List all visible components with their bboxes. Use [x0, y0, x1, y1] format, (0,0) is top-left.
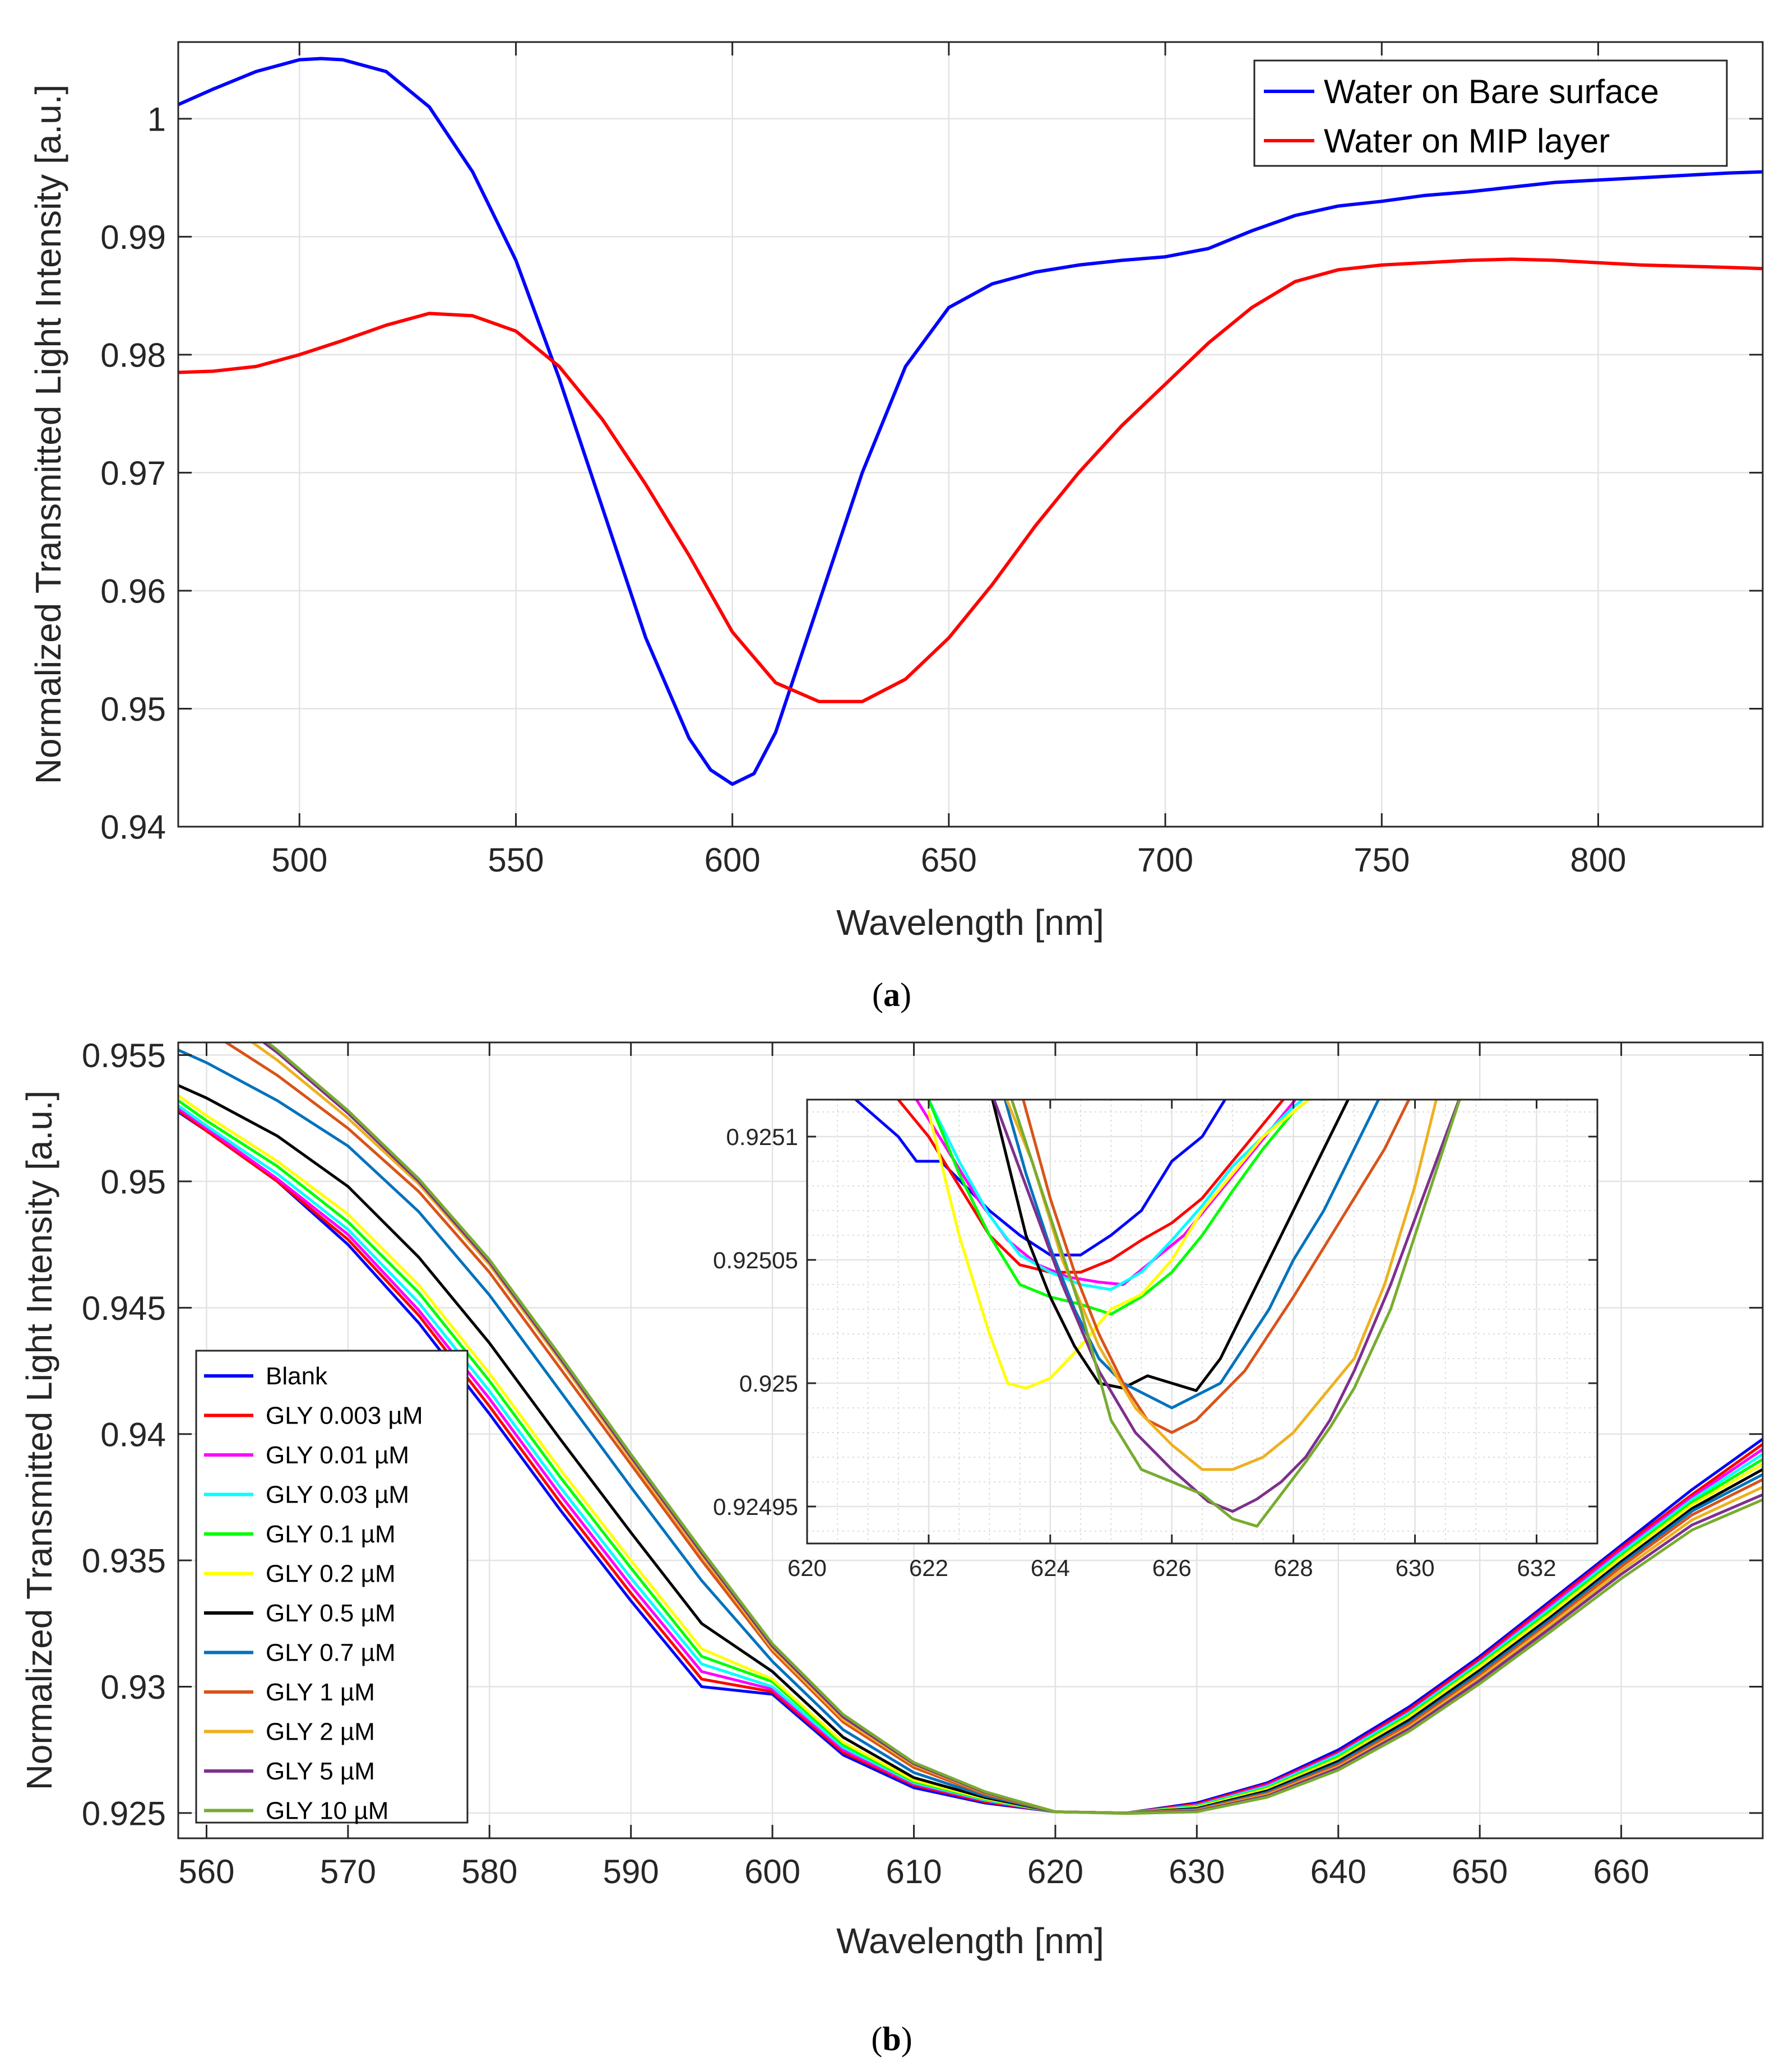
chart-b-lines — [178, 1042, 1763, 1815]
inset-ytick-label: 0.92495 — [713, 1494, 798, 1520]
chart-b-ticks: 560 570 580 590 600 610 620 630 640 650 660 0.925 0.… — [82, 1037, 1763, 1890]
chart-b-legend: Blank GLY 0.003 µM GLY 0.01 µM GLY 0.03 µM G… — [195, 1350, 469, 1825]
inset-ticks: 620 622 624 626 628 630 632 0.92495 0.925 0.92505… — [713, 1100, 1597, 1581]
chart-a-xtick-label: 650 — [921, 841, 977, 879]
caption-b: (b) — [871, 2020, 912, 2057]
chart-a-xtick-label: 700 — [1137, 841, 1193, 879]
caption-a: (a) — [872, 976, 911, 1013]
chart-b-series-gly-0-2-m — [178, 1094, 1763, 1815]
chart-b-ytick-label: 0.935 — [82, 1542, 166, 1580]
chart-a-ytick-label: 0.94 — [100, 809, 166, 846]
chart-b-xtick-label: 620 — [1027, 1853, 1083, 1890]
chart-a-ytick-label: 0.98 — [100, 336, 166, 374]
chart-a-lines — [178, 57, 1763, 786]
chart-a-xtick-label: 550 — [488, 841, 544, 879]
chart-a-ytick-label: 0.95 — [100, 690, 166, 728]
chart-b-legend-label: GLY 0.1 µM — [266, 1521, 396, 1548]
chart-a: 500 550 600 650 700 750 800 0.94 0.95 0.96 0.97 0.9… — [28, 41, 1764, 943]
chart-b-ytick-label: 0.93 — [100, 1668, 166, 1706]
inset-xtick-label: 626 — [1152, 1555, 1192, 1581]
chart-b-ytick-label: 0.955 — [82, 1037, 166, 1074]
chart-b-series-gly-0-7-m — [178, 1049, 1763, 1815]
chart-b-ytick-label: 0.945 — [82, 1290, 166, 1327]
inset-series-gly-5-m — [992, 1100, 1461, 1513]
chart-a-frame — [177, 41, 1764, 828]
chart-a-ylabel: Normalized Transmitted Light Intensity [… — [28, 85, 68, 785]
chart-b: 560 570 580 590 600 610 620 630 640 650 660 0.925 0.… — [19, 1037, 1764, 1961]
chart-b-legend-label: GLY 0.01 µM — [266, 1441, 409, 1469]
chart-a-xtick-label: 500 — [271, 841, 327, 879]
chart-b-xtick-label: 610 — [886, 1853, 942, 1890]
inset-ytick-label: 0.92505 — [713, 1247, 798, 1273]
chart-b-legend-label: GLY 0.03 µM — [266, 1481, 409, 1509]
chart-a-ytick-label: 1 — [147, 100, 166, 138]
inset-series-gly-10-m — [1010, 1100, 1461, 1528]
chart-b-legend-label: GLY 0.5 µM — [266, 1600, 396, 1627]
chart-b-legend-label: GLY 5 µM — [266, 1758, 375, 1785]
chart-b-legend-label: GLY 1 µM — [266, 1679, 375, 1706]
inset-series-gly-0-5-m — [991, 1100, 1350, 1392]
chart-b-xtick-label: 650 — [1452, 1853, 1508, 1890]
chart-b-series-gly-1-m — [223, 1042, 1763, 1815]
chart-a-plot-area — [178, 42, 1763, 827]
chart-a-series-water-on-mip-layer — [178, 257, 1763, 703]
chart-a-ytick-label: 0.99 — [100, 219, 166, 256]
chart-a-xtick-label: 600 — [705, 841, 761, 879]
chart-a-xtick-label: 750 — [1354, 841, 1410, 879]
chart-b-xtick-label: 580 — [461, 1853, 517, 1890]
chart-b-legend-label: GLY 0.003 µM — [266, 1402, 423, 1430]
chart-b-xtick-label: 560 — [178, 1853, 234, 1890]
chart-b-xtick-label: 600 — [744, 1853, 800, 1890]
inset-xtick-label: 632 — [1517, 1555, 1556, 1581]
chart-b-legend-label: GLY 0.7 µM — [266, 1639, 396, 1667]
inset-xtick-label: 620 — [787, 1555, 827, 1581]
chart-b-ytick-label: 0.95 — [100, 1164, 166, 1201]
chart-a-legend: Water on Bare surface Water on MIP layer — [1253, 59, 1728, 167]
chart-a-xtick-label: 800 — [1570, 841, 1626, 879]
inset-xtick-label: 624 — [1031, 1555, 1070, 1581]
chart-a-ticks: 500 550 600 650 700 750 800 0.94 0.95 0.96 0.97 0.9… — [100, 42, 1763, 879]
chart-a-legend-box — [1253, 59, 1728, 167]
chart-b-legend-label: GLY 10 µM — [266, 1797, 388, 1825]
chart-a-legend-label-mip: Water on MIP layer — [1324, 122, 1610, 160]
chart-b-xtick-label: 640 — [1310, 1853, 1366, 1890]
inset-ytick-label: 0.925 — [739, 1370, 798, 1397]
chart-b-ylabel: Normalized Transmitted Light Intensity [… — [19, 1091, 59, 1791]
chart-b-legend-label: GLY 0.2 µM — [266, 1560, 396, 1588]
inset-xtick-label: 628 — [1274, 1555, 1313, 1581]
chart-b-xtick-label: 630 — [1169, 1853, 1225, 1890]
inset-frame — [806, 1098, 1598, 1545]
inset-xtick-label: 622 — [909, 1555, 948, 1581]
chart-b-ytick-label: 0.925 — [82, 1795, 166, 1833]
inset-series-gly-0-2-m — [927, 1100, 1311, 1390]
inset-lines — [854, 1100, 1461, 1528]
chart-a-legend-label-bare: Water on Bare surface — [1324, 73, 1659, 110]
chart-b-legend-label: GLY 2 µM — [266, 1718, 375, 1746]
inset-ytick-label: 0.9251 — [726, 1124, 798, 1150]
inset-series-gly-1-m — [1022, 1100, 1411, 1434]
chart-b-series-blank — [178, 1110, 1763, 1815]
chart-b-xtick-label: 570 — [320, 1853, 376, 1890]
chart-b-inset: 620 622 624 626 628 630 632 0.92495 0.925 0.92505… — [713, 1098, 1598, 1581]
chart-b-legend-label: Blank — [266, 1362, 328, 1390]
inset-series-gly-0-003-m — [897, 1100, 1285, 1274]
chart-a-ytick-label: 0.97 — [100, 455, 166, 492]
chart-a-ytick-label: 0.96 — [100, 573, 166, 610]
chart-b-series-gly-0-5-m — [178, 1084, 1763, 1815]
chart-b-xtick-label: 660 — [1593, 1853, 1649, 1890]
chart-b-frame — [177, 1041, 1764, 1839]
inset-series-gly-0-1-m — [927, 1100, 1311, 1316]
chart-b-xlabel: Wavelength [nm] — [836, 1921, 1104, 1961]
chart-a-series-water-on-bare-surface — [178, 57, 1763, 786]
inset-series-gly-0-7-m — [1003, 1100, 1380, 1410]
inset-xtick-label: 630 — [1396, 1555, 1435, 1581]
chart-b-xtick-label: 590 — [603, 1853, 659, 1890]
chart-b-series-gly-10-m — [265, 1042, 1763, 1815]
inset-series-blank — [854, 1100, 1227, 1257]
chart-b-ytick-label: 0.94 — [100, 1416, 166, 1453]
chart-b-legend-box — [195, 1350, 469, 1824]
chart-a-xlabel: Wavelength [nm] — [836, 902, 1104, 943]
